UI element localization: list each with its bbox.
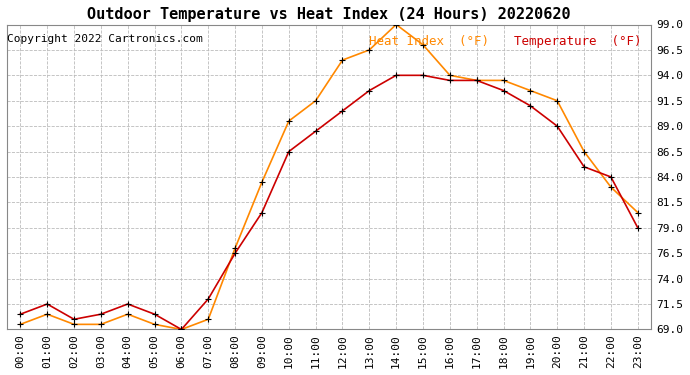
Temperature  (°F)	[607, 175, 615, 179]
Heat Index  (°F)	[43, 312, 51, 316]
Heat Index  (°F)	[365, 48, 373, 52]
Heat Index  (°F)	[204, 317, 213, 321]
Heat Index  (°F)	[446, 73, 454, 78]
Temperature  (°F)	[553, 124, 562, 128]
Temperature  (°F)	[500, 88, 508, 93]
Heat Index  (°F)	[311, 99, 319, 103]
Temperature  (°F)	[70, 317, 78, 321]
Heat Index  (°F)	[580, 149, 589, 154]
Temperature  (°F)	[285, 149, 293, 154]
Line: Temperature  (°F): Temperature (°F)	[17, 72, 641, 333]
Heat Index  (°F)	[285, 119, 293, 123]
Temperature  (°F)	[633, 225, 642, 230]
Text: Copyright 2022 Cartronics.com: Copyright 2022 Cartronics.com	[7, 34, 203, 44]
Temperature  (°F)	[311, 129, 319, 134]
Temperature  (°F)	[177, 327, 186, 332]
Line: Heat Index  (°F): Heat Index (°F)	[17, 21, 641, 333]
Temperature  (°F)	[526, 104, 535, 108]
Heat Index  (°F)	[633, 210, 642, 215]
Temperature  (°F)	[97, 312, 105, 316]
Temperature  (°F)	[580, 165, 589, 169]
Temperature  (°F)	[204, 297, 213, 301]
Heat Index  (°F)	[70, 322, 78, 327]
Temperature  (°F)	[17, 312, 25, 316]
Temperature  (°F)	[124, 302, 132, 306]
Temperature  (°F)	[419, 73, 427, 78]
Heat Index  (°F)	[258, 180, 266, 184]
Heat Index  (°F)	[553, 99, 562, 103]
Temperature  (°F)	[338, 109, 346, 113]
Temperature  (°F)	[473, 78, 481, 82]
Heat Index  (°F)	[607, 185, 615, 189]
Heat Index  (°F)	[500, 78, 508, 82]
Heat Index  (°F)	[419, 43, 427, 47]
Temperature  (°F)	[258, 210, 266, 215]
Heat Index  (°F)	[97, 322, 105, 327]
Heat Index  (°F)	[231, 246, 239, 250]
Temperature  (°F)	[150, 312, 159, 316]
Temperature  (°F)	[392, 73, 400, 78]
Temperature  (°F)	[446, 78, 454, 82]
Heat Index  (°F)	[150, 322, 159, 327]
Heat Index  (°F)	[177, 327, 186, 332]
Heat Index  (°F)	[392, 22, 400, 27]
Legend: Heat Index  (°F), Temperature  (°F): Heat Index (°F), Temperature (°F)	[365, 31, 645, 51]
Heat Index  (°F)	[17, 322, 25, 327]
Title: Outdoor Temperature vs Heat Index (24 Hours) 20220620: Outdoor Temperature vs Heat Index (24 Ho…	[87, 7, 571, 22]
Heat Index  (°F)	[124, 312, 132, 316]
Temperature  (°F)	[365, 88, 373, 93]
Temperature  (°F)	[43, 302, 51, 306]
Heat Index  (°F)	[526, 88, 535, 93]
Heat Index  (°F)	[338, 58, 346, 62]
Temperature  (°F)	[231, 251, 239, 255]
Heat Index  (°F)	[473, 78, 481, 82]
